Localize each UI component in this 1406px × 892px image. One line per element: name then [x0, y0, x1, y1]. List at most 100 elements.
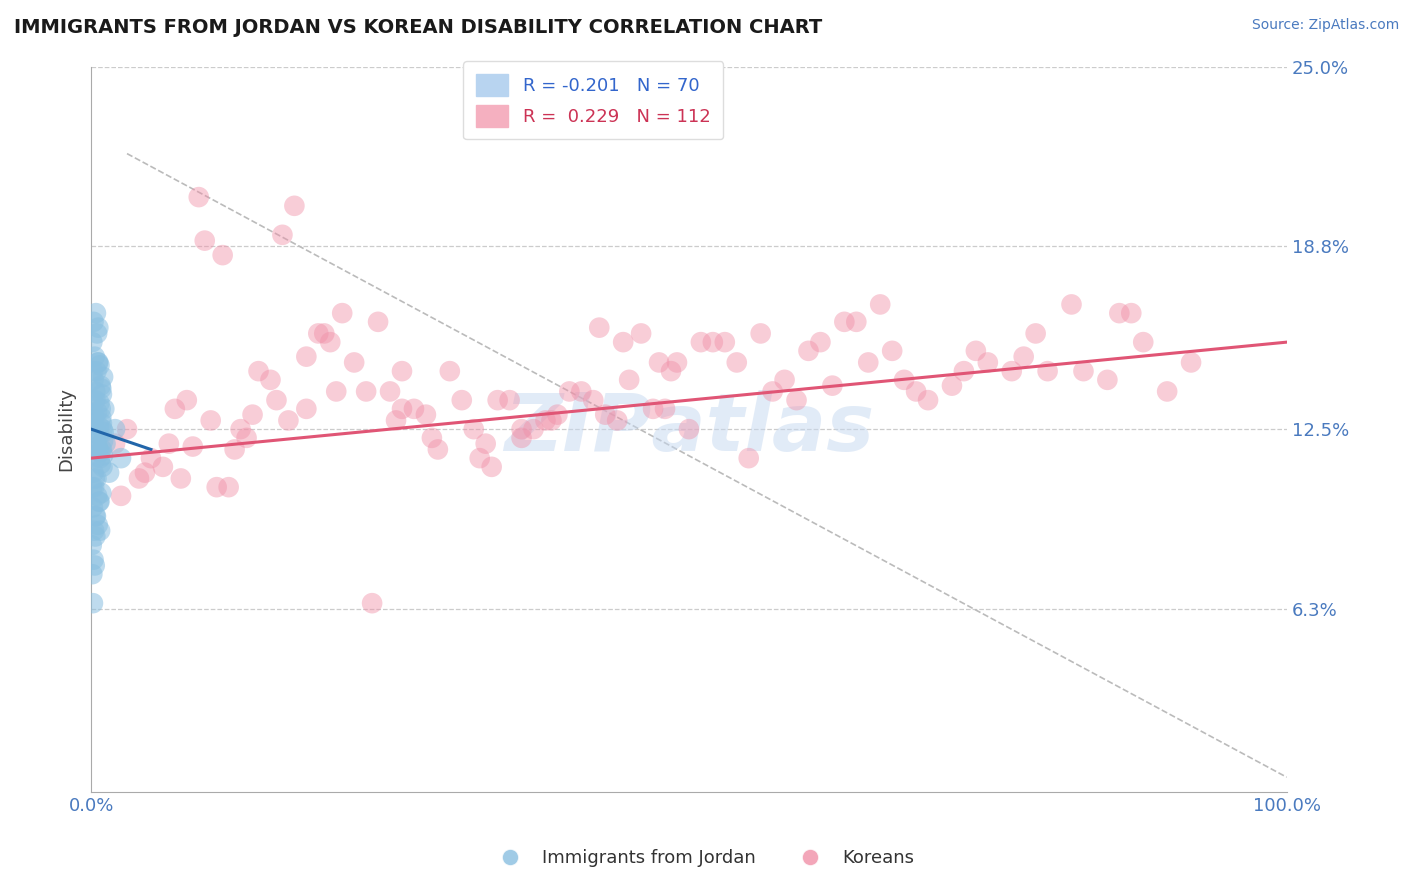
Point [90, 457, 112, 471]
Point [965, 343, 987, 358]
Point [977, 355, 1000, 369]
Point [463, 422, 485, 436]
Point [1108, 306, 1130, 320]
Point [84, 529, 107, 543]
Point [83, 413, 105, 427]
Point [522, 422, 544, 436]
Point [86, 489, 108, 503]
Point [295, 350, 318, 364]
Point [170, 471, 193, 485]
Point [905, 384, 928, 399]
Point [187, 190, 209, 204]
Point [762, 384, 785, 399]
Point [134, 466, 156, 480]
Point [93, 401, 115, 416]
Point [87, 355, 110, 369]
Point [205, 480, 228, 494]
Point [941, 378, 963, 392]
Point [82, 335, 104, 350]
Point [834, 315, 856, 329]
Point [87, 517, 110, 532]
Point [87, 320, 110, 334]
Point [87, 355, 110, 369]
Point [90, 378, 112, 392]
Legend: R = -0.201   N = 70, R =  0.229   N = 112: R = -0.201 N = 70, R = 0.229 N = 112 [464, 62, 723, 139]
Point [821, 378, 844, 392]
Point [211, 248, 233, 262]
Legend: Immigrants from Jordan, Koreans: Immigrants from Jordan, Koreans [484, 842, 922, 874]
Point [139, 451, 162, 466]
Point [89, 445, 111, 459]
Point [330, 306, 353, 320]
Point [1012, 350, 1035, 364]
Point [83, 480, 105, 494]
Point [420, 431, 443, 445]
Point [277, 413, 299, 427]
Point [194, 234, 217, 248]
Point [91, 434, 114, 448]
Point [98, 466, 121, 480]
Point [738, 451, 761, 466]
Point [82, 413, 104, 427]
Point [540, 413, 562, 427]
Point [82, 364, 104, 378]
Point [91, 422, 114, 436]
Point [617, 373, 640, 387]
Point [283, 199, 305, 213]
Point [235, 431, 257, 445]
Point [89, 524, 111, 538]
Point [630, 326, 652, 341]
Point [110, 451, 132, 466]
Point [91, 448, 114, 462]
Point [86, 405, 108, 419]
Point [86, 471, 108, 485]
Point [110, 489, 132, 503]
Point [546, 408, 568, 422]
Point [343, 355, 366, 369]
Point [242, 408, 264, 422]
Point [648, 355, 671, 369]
Point [266, 393, 288, 408]
Point [90, 486, 112, 500]
Point [90, 387, 112, 401]
Point [893, 373, 915, 387]
Point [89, 359, 111, 373]
Point [90, 382, 112, 396]
Point [83, 471, 105, 485]
Point [247, 364, 270, 378]
Point [612, 335, 634, 350]
Point [314, 326, 336, 341]
Point [450, 393, 472, 408]
Point [665, 355, 688, 369]
Point [87, 442, 110, 457]
Point [439, 364, 461, 378]
Point [1097, 373, 1119, 387]
Point [104, 422, 127, 436]
Point [391, 401, 413, 416]
Point [1156, 384, 1178, 399]
Point [378, 384, 401, 399]
Point [1001, 364, 1024, 378]
Point [641, 401, 664, 416]
Point [87, 440, 110, 454]
Point [582, 393, 605, 408]
Point [1073, 364, 1095, 378]
Point [259, 373, 281, 387]
Point [84, 306, 107, 320]
Point [89, 494, 111, 508]
Point [83, 315, 105, 329]
Point [402, 401, 425, 416]
Point [797, 343, 820, 358]
Point [128, 471, 150, 485]
Point [917, 393, 939, 408]
Point [325, 384, 347, 399]
Point [83, 422, 105, 436]
Point [510, 422, 533, 436]
Point [84, 509, 107, 524]
Point [1121, 306, 1143, 320]
Point [1025, 326, 1047, 341]
Point [415, 408, 437, 422]
Point [224, 442, 246, 457]
Text: IMMIGRANTS FROM JORDAN VS KOREAN DISABILITY CORRELATION CHART: IMMIGRANTS FROM JORDAN VS KOREAN DISABIL… [14, 18, 823, 37]
Point [86, 436, 108, 450]
